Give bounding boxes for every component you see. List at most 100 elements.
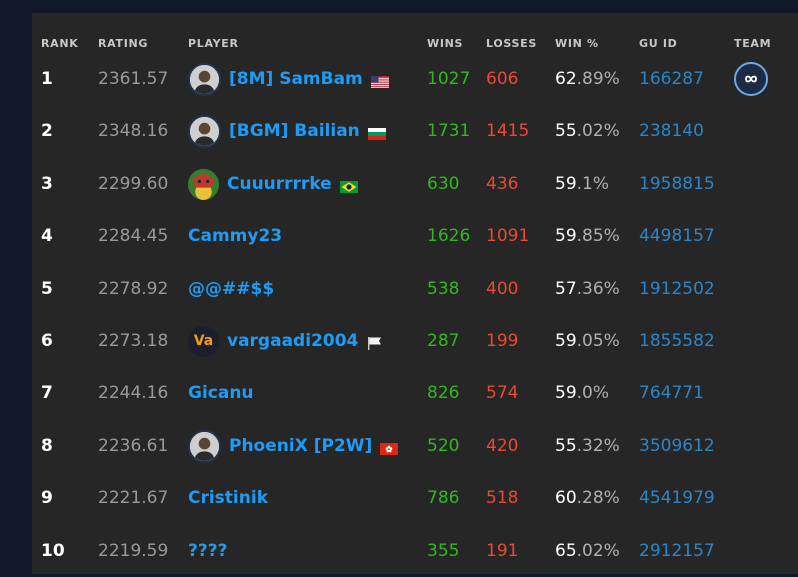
table-row[interactable]: 3 2299.60 Cuuurrrrke 630 436 59.1% 1958815 [32, 158, 798, 210]
player-avatar [188, 114, 221, 148]
player-cell[interactable]: @@##$$ [188, 263, 274, 315]
player-name-link[interactable]: [8M] SamBam [229, 69, 363, 89]
win-percent-decimal: .85% [576, 226, 620, 246]
rating-cell: 2361.57 [98, 69, 169, 89]
wins-cell: 520 [427, 436, 460, 456]
gu-id-link[interactable]: 4498157 [639, 226, 715, 246]
gu-id-link[interactable]: 764771 [639, 383, 704, 403]
table-row[interactable]: 1 2361.57 [8M] SamBam 1027 606 62.89% 166287 [32, 53, 798, 105]
win-percent-integer: 62 [555, 69, 577, 89]
rating-cell: 2273.18 [98, 331, 169, 351]
player-cell[interactable]: Gicanu [188, 367, 254, 419]
player-cell[interactable]: Cristinik [188, 472, 268, 524]
player-name-link[interactable]: PhoeniX [P2W] [229, 436, 373, 456]
player-cell[interactable]: [8M] SamBam [188, 53, 389, 105]
player-name-link[interactable]: [BGM] Bailian [229, 121, 360, 141]
player-cell[interactable]: Va vargaadi2004 [188, 315, 384, 367]
player-cell[interactable]: Cammy23 [188, 210, 282, 262]
wins-cell: 1731 [427, 121, 471, 141]
win-percent-cell: 55.02% [555, 105, 620, 157]
win-percent-cell: 59.85% [555, 210, 620, 262]
player-name-link[interactable]: ???? [188, 541, 228, 561]
losses-cell: 191 [486, 541, 519, 561]
gu-id-link[interactable]: 166287 [639, 69, 704, 89]
table-row[interactable]: 7 2244.16 Gicanu 826 574 59.0% 764771 [32, 367, 798, 419]
rating-cell: 2348.16 [98, 121, 169, 141]
wins-cell: 826 [427, 383, 460, 403]
win-percent-integer: 60 [555, 488, 577, 508]
gu-id-link[interactable]: 2912157 [639, 541, 715, 561]
rating-cell: 2219.59 [98, 541, 169, 561]
rank-cell: 6 [41, 331, 53, 351]
win-percent-integer: 65 [555, 541, 577, 561]
gu-id-link[interactable]: 1958815 [639, 174, 715, 194]
country-flag-icon [339, 178, 358, 193]
player-avatar [188, 62, 221, 96]
table-row[interactable]: 9 2221.67 Cristinik 786 518 60.28% 4541979 [32, 472, 798, 524]
win-percent-cell: 59.1% [555, 158, 609, 210]
losses-cell: 400 [486, 279, 519, 299]
win-percent-cell: 60.28% [555, 472, 620, 524]
player-name-link[interactable]: Gicanu [188, 383, 254, 403]
table-row[interactable]: 4 2284.45 Cammy23 1626 1091 59.85% 4498157 [32, 210, 798, 262]
losses-cell: 436 [486, 174, 519, 194]
wins-cell: 786 [427, 488, 460, 508]
gu-id-link[interactable]: 1855582 [639, 331, 715, 351]
win-percent-cell: 59.0% [555, 367, 609, 419]
win-percent-decimal: .1% [576, 174, 610, 194]
wins-cell: 287 [427, 331, 460, 351]
header-gu-id: GU ID [639, 37, 678, 50]
win-percent-decimal: .0% [576, 383, 610, 403]
gu-id-link[interactable]: 4541979 [639, 488, 715, 508]
table-row[interactable]: 6 2273.18 Va vargaadi2004 287 199 59.05% 185558… [32, 315, 798, 367]
rank-cell: 10 [41, 541, 65, 561]
header-team: TEAM [734, 37, 772, 50]
gu-id-link[interactable]: 3509612 [639, 436, 715, 456]
table-row[interactable]: 10 2219.59???? 355 191 65.02% 2912157 [32, 525, 798, 577]
player-cell[interactable]: [BGM] Bailian [188, 105, 386, 157]
losses-cell: 518 [486, 488, 519, 508]
rank-cell: 8 [41, 436, 53, 456]
win-percent-cell: 62.89% [555, 53, 620, 105]
player-name-link[interactable]: Cristinik [188, 488, 268, 508]
losses-cell: 420 [486, 436, 519, 456]
gu-id-link[interactable]: 238140 [639, 121, 704, 141]
leaderboard-table: RANK RATING PLAYER WINS LOSSES WIN % GU … [32, 13, 798, 574]
table-row[interactable]: 8 2236.61 PhoeniX [P2W] 520 420 55.32% 3509612 [32, 420, 798, 472]
table-row[interactable]: 2 2348.16 [BGM] Bailian 1731 1415 55.02% 23814… [32, 105, 798, 157]
header-player: PLAYER [188, 37, 239, 50]
rating-cell: 2278.92 [98, 279, 169, 299]
player-cell[interactable]: Cuuurrrrke [188, 158, 358, 210]
player-name-link[interactable]: Cuuurrrrke [227, 174, 332, 194]
losses-cell: 199 [486, 331, 519, 351]
win-percent-cell: 55.32% [555, 420, 620, 472]
losses-cell: 574 [486, 383, 519, 403]
win-percent-integer: 57 [555, 279, 577, 299]
rank-cell: 1 [41, 69, 53, 89]
player-avatar [188, 429, 221, 463]
win-percent-cell: 65.02% [555, 525, 620, 577]
win-percent-integer: 59 [555, 226, 577, 246]
player-name-link[interactable]: vargaadi2004 [227, 331, 359, 351]
header-wins: WINS [427, 37, 464, 50]
country-flag-icon [370, 73, 389, 88]
rating-cell: 2244.16 [98, 383, 169, 403]
player-cell[interactable]: ???? [188, 525, 227, 577]
win-percent-decimal: .02% [576, 541, 620, 561]
team-cell [734, 53, 768, 105]
wins-cell: 355 [427, 541, 460, 561]
rating-cell: 2299.60 [98, 174, 169, 194]
table-row[interactable]: 5 2278.92 @@##$$ 538 400 57.36% 1912502 [32, 263, 798, 315]
win-percent-cell: 59.05% [555, 315, 620, 367]
player-name-link[interactable]: @@##$$ [188, 279, 275, 299]
infinity-team-icon[interactable] [734, 62, 768, 96]
player-avatar: Va [188, 325, 219, 357]
gu-id-link[interactable]: 1912502 [639, 279, 715, 299]
wins-cell: 1626 [427, 226, 471, 246]
player-cell[interactable]: PhoeniX [P2W] [188, 420, 399, 472]
rating-cell: 2221.67 [98, 488, 169, 508]
rank-cell: 4 [41, 226, 53, 246]
player-name-link[interactable]: Cammy23 [188, 226, 283, 246]
country-flag-icon [367, 125, 386, 140]
rank-cell: 3 [41, 174, 53, 194]
